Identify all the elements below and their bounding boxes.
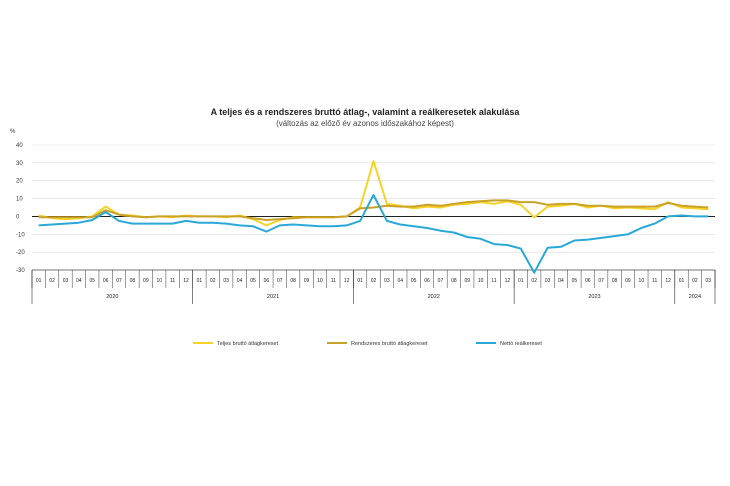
x-tick-label: 04 <box>76 278 82 284</box>
x-tick-label: 01 <box>36 278 42 284</box>
x-tick-label: 05 <box>89 278 95 284</box>
x-tick-label: 04 <box>398 278 404 284</box>
x-tick-label: 12 <box>505 278 511 284</box>
x-tick-label: 07 <box>598 278 604 284</box>
x-tick-label: 10 <box>639 278 645 284</box>
x-tick-label: 01 <box>518 278 524 284</box>
x-tick-label: 05 <box>250 278 256 284</box>
x-tick-label: 10 <box>478 278 484 284</box>
x-tick-label: 06 <box>585 278 591 284</box>
year-label: 2023 <box>588 294 600 300</box>
y-tick-label: -30 <box>16 268 25 274</box>
y-tick-label: 40 <box>16 143 23 149</box>
y-tick-label: -20 <box>16 250 25 256</box>
x-tick-label: 01 <box>197 278 203 284</box>
x-tick-label: 03 <box>384 278 390 284</box>
x-tick-label: 06 <box>103 278 109 284</box>
x-tick-label: 02 <box>210 278 216 284</box>
x-tick-label: 03 <box>223 278 229 284</box>
x-tick-label: 09 <box>304 278 310 284</box>
series-line-1 <box>38 160 709 227</box>
chart-subtitle: (változás az előző év azonos időszakához… <box>276 119 454 128</box>
x-tick-label: 06 <box>264 278 270 284</box>
x-tick-label: 03 <box>706 278 712 284</box>
x-tick-label: 08 <box>290 278 296 284</box>
series-line-2 <box>38 199 709 221</box>
legend-label: Teljes bruttó átlagkereset <box>217 341 279 347</box>
year-label: 2020 <box>106 294 118 300</box>
x-tick-label: 04 <box>558 278 564 284</box>
year-label: 2022 <box>428 294 440 300</box>
legend-label: Nettó reálkereset <box>500 341 542 347</box>
x-tick-label: 07 <box>438 278 444 284</box>
x-tick-label: 09 <box>143 278 149 284</box>
x-tick-label: 01 <box>357 278 363 284</box>
y-tick-label: 10 <box>16 197 23 203</box>
x-tick-label: 09 <box>464 278 470 284</box>
x-tick-label: 03 <box>545 278 551 284</box>
x-tick-label: 05 <box>572 278 578 284</box>
x-tick-label: 01 <box>679 278 685 284</box>
x-tick-label: 02 <box>371 278 377 284</box>
x-tick-label: 12 <box>183 278 189 284</box>
chart-title: A teljes és a rendszeres bruttó átlag-, … <box>210 107 520 117</box>
year-label: 2024 <box>689 294 701 300</box>
year-label: 2021 <box>267 294 279 300</box>
x-tick-label: 08 <box>612 278 618 284</box>
x-tick-label: 08 <box>130 278 136 284</box>
x-tick-label: 11 <box>652 278 657 284</box>
x-tick-label: 07 <box>116 278 122 284</box>
x-tick-label: 06 <box>424 278 430 284</box>
x-tick-label: 02 <box>692 278 698 284</box>
x-tick-label: 11 <box>491 278 496 284</box>
x-tick-label: 03 <box>63 278 69 284</box>
x-tick-label: 09 <box>625 278 631 284</box>
x-tick-label: 12 <box>344 278 350 284</box>
x-tick-label: 11 <box>170 278 175 284</box>
x-tick-label: 05 <box>411 278 417 284</box>
x-tick-label: 07 <box>277 278 283 284</box>
x-tick-label: 04 <box>237 278 243 284</box>
legend-label: Rendszeres bruttó átlagkereset <box>351 341 428 347</box>
series-line-3 <box>38 194 709 274</box>
x-tick-label: 10 <box>317 278 323 284</box>
y-tick-label: 30 <box>16 161 23 167</box>
x-tick-label: 12 <box>665 278 671 284</box>
x-tick-label: 10 <box>156 278 162 284</box>
y-tick-label: 20 <box>16 179 23 185</box>
x-tick-label: 11 <box>331 278 336 284</box>
y-axis-label: % <box>10 129 16 135</box>
y-tick-label: 0 <box>16 214 20 220</box>
y-tick-label: -10 <box>16 232 25 238</box>
x-tick-label: 08 <box>451 278 457 284</box>
x-tick-label: 02 <box>531 278 537 284</box>
x-tick-label: 02 <box>49 278 55 284</box>
